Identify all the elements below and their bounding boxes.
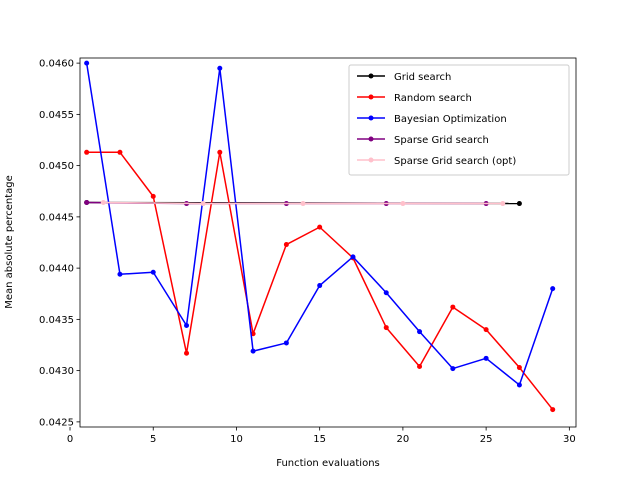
data-point-sparse-grid-search-opt (100, 200, 106, 206)
data-point-random-search (217, 149, 223, 155)
y-tick-label: 0.0425 (39, 417, 74, 428)
legend-marker (368, 136, 374, 142)
data-point-bayesian-optimization (483, 355, 489, 361)
y-tick-label: 0.0430 (39, 366, 74, 377)
data-point-random-search (417, 364, 423, 370)
x-tick-label: 25 (480, 434, 493, 445)
data-point-sparse-grid-search-opt (500, 201, 506, 207)
x-tick-label: 30 (563, 434, 576, 445)
y-axis: 0.0425 0.0430 0.0435 0.0440 0.0445 0.0450 0.04… (39, 59, 80, 428)
series-layer (84, 60, 556, 413)
x-axis: 0 5 10 15 20 25 30 (67, 427, 576, 445)
x-tick-label: 5 (150, 434, 156, 445)
data-point-bayesian-optimization (217, 65, 223, 71)
data-point-bayesian-optimization (184, 323, 190, 329)
data-point-bayesian-optimization (350, 254, 356, 260)
x-tick-label: 20 (397, 434, 410, 445)
data-point-sparse-grid-search-opt (300, 201, 306, 207)
data-point-random-search (283, 242, 289, 248)
data-point-bayesian-optimization (150, 269, 156, 275)
data-point-random-search (184, 350, 190, 356)
legend-marker (368, 94, 374, 100)
legend: Grid search Random search Bayesian Optimiz… (348, 64, 570, 176)
data-point-bayesian-optimization (516, 382, 522, 388)
data-point-random-search (84, 149, 90, 155)
data-point-random-search (150, 193, 156, 199)
data-point-bayesian-optimization (250, 348, 256, 354)
y-tick-label: 0.0435 (39, 315, 74, 326)
legend-label: Sparse Grid search (394, 135, 489, 146)
data-point-sparse-grid-search-opt (400, 201, 406, 207)
data-point-bayesian-optimization (417, 329, 423, 335)
x-tick-label: 15 (313, 434, 326, 445)
data-point-bayesian-optimization (450, 366, 456, 372)
data-point-bayesian-optimization (283, 340, 289, 346)
legend-label: Grid search (394, 72, 451, 83)
legend-label: Random search (394, 93, 472, 104)
data-point-bayesian-optimization (317, 283, 323, 289)
data-point-random-search (483, 327, 489, 333)
plot-frame (79, 57, 577, 428)
x-tick-label: 10 (230, 434, 243, 445)
legend-box (348, 64, 570, 176)
data-point-bayesian-optimization (550, 286, 556, 292)
data-point-random-search (317, 224, 323, 230)
legend-label: Bayesian Optimization (394, 114, 507, 125)
y-tick-label: 0.0460 (39, 59, 74, 70)
x-tick-label: 0 (67, 434, 73, 445)
data-point-random-search (550, 407, 556, 413)
data-point-bayesian-optimization (117, 271, 123, 277)
data-point-random-search (516, 365, 522, 371)
legend-label: Sparse Grid search (opt) (394, 156, 516, 167)
data-point-grid-search (516, 201, 522, 207)
data-point-bayesian-optimization (84, 60, 90, 66)
data-point-random-search (117, 149, 123, 155)
y-tick-label: 0.0450 (39, 161, 74, 172)
y-tick-label: 0.0445 (39, 212, 74, 223)
data-point-sparse-grid-search-opt (200, 201, 206, 207)
legend-marker (368, 73, 374, 79)
y-tick-label: 0.0440 (39, 264, 74, 275)
data-point-sparse-grid-search (84, 200, 90, 206)
data-point-random-search (383, 325, 389, 331)
y-tick-label: 0.0455 (39, 110, 74, 121)
y-axis-label: Mean absolute percentage (4, 175, 15, 309)
data-point-bayesian-optimization (383, 290, 389, 296)
legend-marker (368, 157, 374, 163)
legend-marker (368, 115, 374, 121)
x-axis-label: Function evaluations (276, 458, 380, 469)
data-point-random-search (450, 304, 456, 310)
